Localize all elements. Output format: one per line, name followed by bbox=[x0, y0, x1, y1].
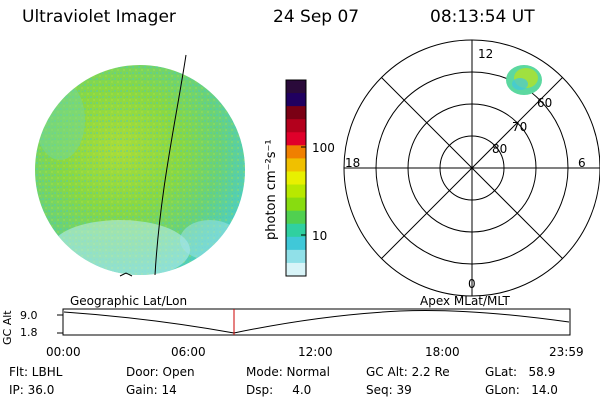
colorbar-segment bbox=[286, 262, 306, 277]
timeline-ymax: 9.0 bbox=[20, 309, 38, 322]
colorbar-segment bbox=[286, 80, 306, 94]
info-seq: Seq: 39 bbox=[366, 383, 412, 397]
colorbar-segment bbox=[286, 236, 306, 251]
color-scale-bar bbox=[285, 79, 307, 277]
colorbar-tick-100: 100 bbox=[312, 141, 335, 155]
time-tick-4: 23:59 bbox=[549, 345, 584, 359]
colorbar-segment bbox=[286, 93, 306, 107]
observation-date: 24 Sep 07 bbox=[273, 7, 360, 27]
info-glat: GLat: 58.9 bbox=[485, 365, 556, 379]
uv-earth-image bbox=[35, 54, 245, 277]
observation-time: 08:13:54 UT bbox=[430, 7, 535, 27]
mlt-label-0: 0 bbox=[468, 277, 476, 291]
info-gain: Gain: 14 bbox=[126, 383, 177, 397]
mlt-label-18: 18 bbox=[345, 156, 361, 170]
time-tick-1: 06:00 bbox=[171, 345, 206, 359]
time-tick-2: 12:00 bbox=[298, 345, 333, 359]
colorbar-segment bbox=[286, 171, 306, 186]
info-flt: Flt: LBHL bbox=[9, 365, 63, 379]
info-ip: IP: 36.0 bbox=[9, 383, 55, 397]
info-door: Door: Open bbox=[126, 365, 195, 379]
mlt-label-6: 6 bbox=[578, 156, 586, 170]
colorbar-segment bbox=[286, 119, 306, 133]
info-mode: Mode: Normal bbox=[246, 365, 330, 379]
timeline-right-label: Apex MLat/MLT bbox=[420, 294, 510, 308]
colorbar-segment bbox=[286, 106, 306, 120]
colorbar-segment bbox=[286, 223, 306, 238]
timeline-ymin: 1.8 bbox=[20, 326, 38, 339]
colorbar-segment bbox=[286, 145, 306, 159]
colorbar-segment bbox=[286, 210, 306, 225]
terminator-line bbox=[154, 54, 187, 276]
polar-plot bbox=[343, 39, 600, 297]
timeline-axis-title: GC Alt bbox=[1, 310, 14, 345]
altitude-curve bbox=[63, 309, 570, 334]
colorbar-segment bbox=[286, 249, 306, 264]
colorbar-tick-10: 10 bbox=[312, 229, 328, 243]
colorbar-border bbox=[285, 79, 307, 277]
instrument-title: Ultraviolet Imager bbox=[22, 7, 176, 27]
orbit-timeline bbox=[57, 308, 571, 336]
auroral-oval-patch bbox=[506, 65, 542, 95]
lat-label-80: 80 bbox=[492, 142, 508, 156]
colorbar-segment bbox=[286, 197, 306, 212]
info-dsp: Dsp: 4.0 bbox=[246, 383, 312, 397]
mlt-label-12: 12 bbox=[478, 47, 494, 61]
colorbar-unit-label: photon cm⁻²s⁻¹ bbox=[264, 139, 279, 240]
time-tick-0: 00:00 bbox=[46, 345, 81, 359]
colorbar-segment bbox=[286, 132, 306, 146]
lat-label-60: 60 bbox=[537, 96, 553, 110]
time-tick-3: 18:00 bbox=[425, 345, 460, 359]
lat-label-70: 70 bbox=[512, 120, 528, 134]
info-gc-alt: GC Alt: 2.2 Re bbox=[366, 365, 450, 379]
colorbar-segment bbox=[286, 184, 306, 199]
colorbar-segment bbox=[286, 158, 306, 172]
timeline-left-label: Geographic Lat/Lon bbox=[70, 294, 188, 308]
info-glon: GLon: 14.0 bbox=[485, 383, 558, 397]
